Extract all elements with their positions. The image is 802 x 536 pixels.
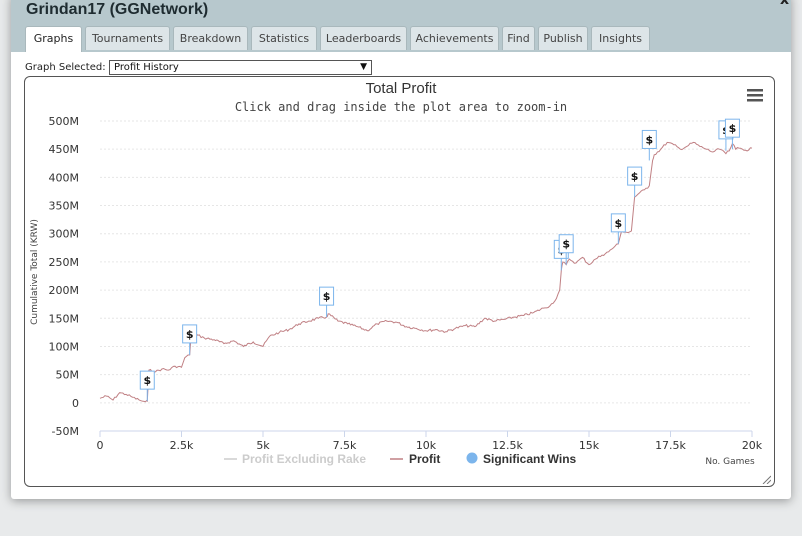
graph-select-value: Profit History bbox=[114, 62, 179, 73]
marker-label: $ bbox=[729, 122, 737, 135]
significant-win-marker[interactable]: $ bbox=[724, 118, 740, 150]
tab-breakdown[interactable]: Breakdown bbox=[173, 26, 248, 50]
y-tick-label: 0 bbox=[72, 397, 79, 410]
x-tick-label: 5k bbox=[256, 439, 270, 452]
y-axis-ticks: 500M 450M 400M 350M 300M 250M 200M 150M 100M 50M 0… bbox=[49, 115, 80, 438]
dollar-marker-icon bbox=[610, 213, 626, 233]
graph-select-dropdown[interactable]: Profit History ▼ bbox=[109, 60, 372, 75]
chart-container: Total Profit Click and drag inside the p… bbox=[24, 76, 775, 487]
significant-win-marker[interactable]: $ bbox=[139, 370, 155, 402]
legend-item-profit[interactable]: Profit bbox=[390, 452, 440, 466]
dollar-marker-icon bbox=[319, 286, 335, 306]
graph-select-label: Graph Selected: bbox=[25, 62, 106, 73]
significant-win-marker[interactable]: $ bbox=[641, 129, 657, 161]
legend-label-profit: Profit bbox=[409, 452, 440, 466]
grid-lines bbox=[100, 120, 752, 432]
tab-graphs[interactable]: Graphs bbox=[25, 26, 82, 52]
y-tick-label: 200M bbox=[49, 284, 80, 297]
significant-win-marker[interactable]: $ bbox=[558, 234, 574, 265]
marker-label: $ bbox=[143, 374, 151, 387]
x-axis-ticks: 0 2.5k 5k 7.5k 10k 12.5k 15k 17.5k 20k bbox=[97, 430, 763, 452]
tab-leaderboards[interactable]: Leaderboards bbox=[320, 26, 407, 50]
y-tick-label: 300M bbox=[49, 228, 80, 241]
y-tick-label: 100M bbox=[49, 340, 80, 353]
marker-label: $ bbox=[631, 170, 639, 183]
tab-insights[interactable]: Insights bbox=[591, 26, 650, 50]
x-tick-label: 7.5k bbox=[333, 439, 357, 452]
dollar-marker-icon bbox=[139, 370, 155, 390]
y-tick-label: 400M bbox=[49, 171, 80, 184]
x-tick-label: 12.5k bbox=[492, 439, 523, 452]
x-axis-label: No. Games bbox=[705, 457, 755, 467]
dollar-marker-icon bbox=[558, 234, 574, 254]
x-tick-label: 20k bbox=[742, 439, 763, 452]
player-dialog: Grindan17 (GGNetwork) x Graphs Tournamen… bbox=[11, 0, 791, 499]
legend-item-excl-rake[interactable]: Profit Excluding Rake bbox=[224, 452, 366, 466]
chart-title: Total Profit bbox=[366, 80, 438, 97]
title-bar[interactable]: Grindan17 (GGNetwork) x Graphs Tournamen… bbox=[11, 0, 791, 52]
tab-statistics[interactable]: Statistics bbox=[251, 26, 317, 50]
chevron-down-icon: ▼ bbox=[360, 62, 367, 72]
x-tick-label: 0 bbox=[97, 439, 104, 452]
y-tick-label: 450M bbox=[49, 143, 80, 156]
x-tick-label: 15k bbox=[579, 439, 600, 452]
x-tick-label: 10k bbox=[416, 439, 437, 452]
series-layer bbox=[99, 141, 753, 403]
tab-achievements[interactable]: Achievements bbox=[410, 26, 499, 50]
y-tick-label: 350M bbox=[49, 200, 80, 213]
legend[interactable]: Profit Excluding Rake Profit Significant… bbox=[224, 452, 577, 466]
dollar-marker-icon bbox=[641, 129, 657, 149]
significant-win-marker[interactable]: $ bbox=[182, 324, 198, 355]
marker-label: $ bbox=[615, 217, 623, 230]
y-tick-label: 250M bbox=[49, 256, 80, 269]
significant-win-marker[interactable]: $ bbox=[627, 166, 643, 198]
window-title: Grindan17 (GGNetwork) bbox=[26, 1, 209, 18]
resize-handle-icon[interactable] bbox=[761, 474, 771, 484]
y-axis-label: Cumulative Total (KRW) bbox=[30, 219, 40, 325]
dollar-marker-icon bbox=[724, 118, 740, 138]
marker-label: $ bbox=[562, 238, 570, 251]
significant-win-marker[interactable]: $ bbox=[610, 213, 626, 244]
tab-tournaments[interactable]: Tournaments bbox=[85, 26, 170, 50]
legend-label-wins: Significant Wins bbox=[483, 452, 577, 466]
close-icon[interactable]: x bbox=[779, 0, 789, 8]
x-tick-label: 17.5k bbox=[655, 439, 686, 452]
hamburger-menu-icon[interactable] bbox=[747, 89, 763, 102]
tab-publish[interactable]: Publish bbox=[538, 26, 588, 50]
x-tick-label: 2.5k bbox=[170, 439, 194, 452]
marker-label: $ bbox=[645, 133, 653, 146]
significant-win-marker[interactable]: $ bbox=[319, 286, 335, 318]
chart-subtitle: Click and drag inside the plot area to z… bbox=[235, 100, 567, 114]
chart-canvas[interactable]: Total Profit Click and drag inside the p… bbox=[25, 77, 774, 486]
tab-find[interactable]: Find bbox=[502, 26, 535, 50]
marker-label: $ bbox=[323, 290, 331, 303]
legend-item-wins[interactable]: Significant Wins bbox=[466, 452, 577, 466]
marker-label: $ bbox=[186, 328, 194, 341]
y-tick-label: 150M bbox=[49, 312, 80, 325]
y-tick-label: 500M bbox=[49, 115, 80, 128]
dollar-marker-icon bbox=[627, 166, 643, 186]
legend-label-excl-rake: Profit Excluding Rake bbox=[242, 452, 366, 466]
dollar-marker-icon bbox=[182, 324, 198, 344]
y-tick-label: -50M bbox=[52, 425, 79, 438]
significant-wins-layer[interactable]: $$$$$$$$$$ bbox=[139, 118, 740, 402]
y-tick-label: 50M bbox=[56, 369, 80, 382]
profit-series-line bbox=[99, 141, 753, 403]
